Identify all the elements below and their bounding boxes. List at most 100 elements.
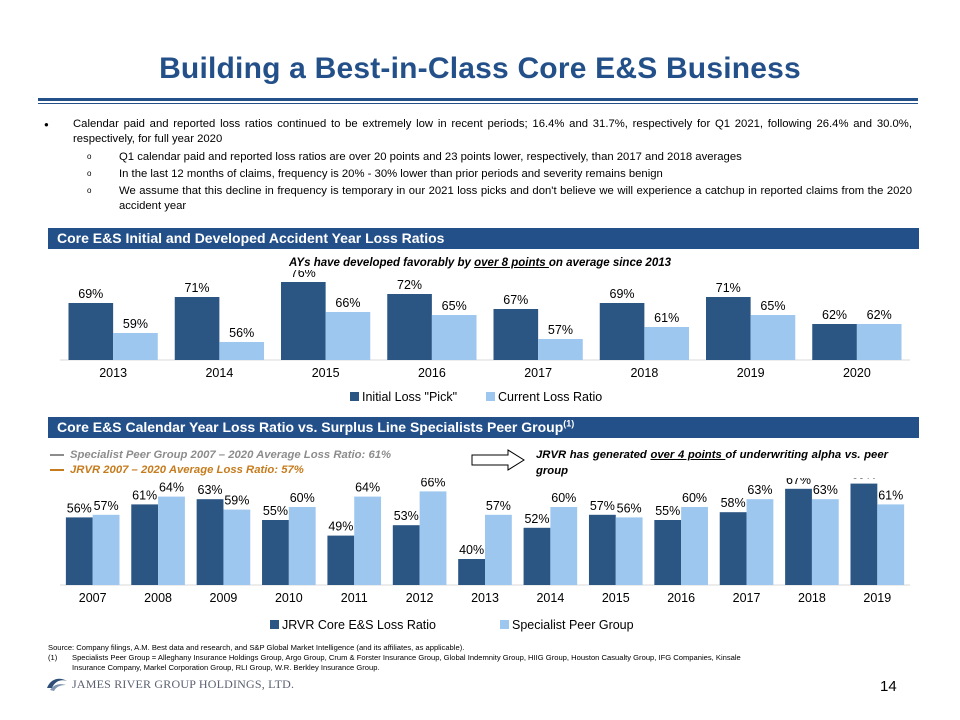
data-label-peer-2019: 61% [878, 488, 903, 502]
data-label-initial-pick-2020: 62% [822, 308, 847, 322]
data-label-jrvr-2009: 63% [198, 483, 223, 497]
bar-initial-pick-2017 [493, 309, 539, 360]
data-label-peer-2013: 57% [486, 499, 511, 513]
data-label-peer-2008: 64% [159, 481, 184, 495]
x-tick-label-2007: 2007 [79, 591, 107, 605]
bar-peer-2017 [746, 499, 774, 585]
chart-calendar-year-loss-ratio: 56% 57%200761%64%200863%59%200955%60%2010… [60, 478, 910, 632]
section2-note-underlined: over 4 points [650, 449, 726, 461]
data-label-current-2020: 62% [867, 308, 892, 322]
legend-swatch-current [486, 392, 495, 401]
section2-note: JRVR has generated over 4 points of unde… [536, 447, 888, 479]
logo-text: JAMES RIVER GROUP HOLDINGS, LTD. [72, 676, 295, 691]
data-label-jrvr-2014: 52% [524, 512, 549, 526]
data-label-initial-pick-2014: 71% [185, 281, 210, 295]
source-notes: Source: Company filings, A.M. Best data … [48, 643, 748, 673]
logo-swoosh-icon [47, 678, 67, 691]
x-tick-label-2017: 2017 [524, 366, 552, 380]
page-number: 14 [880, 678, 897, 695]
data-label-peer-2017: 63% [747, 483, 772, 497]
data-label-peer-2010: 60% [290, 491, 315, 505]
bar-peer-2013 [485, 514, 512, 585]
data-label-peer-2009: 59% [224, 494, 249, 508]
x-tick-label-2014: 2014 [205, 366, 233, 380]
x-tick-label-2009: 2009 [210, 591, 238, 605]
legend-jrvr-dash [50, 469, 64, 472]
arrow-right-icon [471, 449, 525, 471]
bar-jrvr-2018 [785, 488, 812, 585]
bar-peer-2012 [419, 491, 447, 585]
bar-peer-2019 [877, 504, 905, 585]
data-label-peer-2012: 66% [421, 478, 446, 489]
section1-note: AYs have developed favorably by over 8 p… [0, 257, 960, 269]
section2-header-text: Core E&S Calendar Year Loss Ratio vs. Su… [57, 419, 564, 435]
source-text: Source: Company filings, A.M. Best data … [48, 643, 465, 652]
bar-peer-2015 [615, 517, 643, 585]
section1-note-underlined: over 8 points [474, 257, 549, 269]
bar-peer-2009 [223, 509, 251, 585]
legend-peer-average: Specialist Peer Group 2007 – 2020 Averag… [50, 449, 391, 461]
bullet-sub-2: In the last 12 months of claims, frequen… [40, 166, 912, 182]
x-tick-label-2015: 2015 [602, 591, 630, 605]
legend-swatch-peer [500, 620, 509, 629]
legend-peer-dash [50, 454, 64, 457]
data-label-jrvr-2018: 67% [786, 478, 811, 487]
data-label-jrvr-2015: 57% [590, 499, 615, 513]
x-tick-label-2012: 2012 [406, 591, 434, 605]
bar-current-2017 [538, 339, 583, 360]
data-label-peer-2007: 57% [94, 499, 119, 513]
legend-label-current: Current Loss Ratio [498, 390, 602, 404]
bar-peer-2007 [92, 514, 120, 585]
x-tick-label-2015: 2015 [312, 366, 340, 380]
data-label-initial-pick-2018: 69% [610, 287, 635, 301]
legend-label-peer: Specialist Peer Group [512, 618, 634, 632]
chart-accident-year-loss-ratios: 69% 59% 2013 71% 56% 2014 76% 66% 2015 72% 65% 2016… [60, 270, 910, 404]
bar-current-2016 [431, 315, 477, 360]
bar-jrvr-2014 [523, 527, 551, 585]
footnote-text: Specialists Peer Group = Alleghany Insur… [72, 653, 741, 672]
data-label-jrvr-2012: 53% [394, 509, 419, 523]
bar-jrvr-2016 [654, 520, 682, 585]
data-label-initial-pick-2015: 76% [291, 270, 316, 280]
data-label-current-2015: 66% [335, 296, 360, 310]
legend-label-jrvr: JRVR Core E&S Loss Ratio [282, 618, 436, 632]
bar-initial-pick-2018 [599, 303, 645, 360]
bar-jrvr-2013 [458, 559, 485, 585]
data-label-jrvr-2008: 61% [132, 488, 157, 502]
data-label-peer-2011: 64% [355, 481, 380, 495]
data-label-current-2018: 61% [654, 311, 679, 325]
bar-jrvr-2011 [327, 535, 355, 585]
bar-initial-pick-2014 [174, 297, 220, 360]
data-label-initial-pick-2016: 72% [397, 278, 422, 292]
bar-peer-2011 [354, 496, 382, 585]
data-label-jrvr-2019: 69% [851, 478, 876, 482]
bar-current-2015 [325, 312, 371, 360]
section2-note-post: of underwriting alpha vs. peer group [536, 449, 889, 477]
bar-current-2014 [219, 342, 265, 360]
x-tick-label-2008: 2008 [144, 591, 172, 605]
legend-peer-text: Specialist Peer Group 2007 – 2020 Averag… [70, 449, 392, 461]
x-tick-label-2017: 2017 [733, 591, 761, 605]
bullet-list: Calendar paid and reported loss ratios c… [40, 117, 912, 214]
legend-swatch-jrvr [270, 620, 279, 629]
bar-jrvr-2017 [719, 512, 747, 585]
x-tick-label-2018: 2018 [798, 591, 826, 605]
legend-jrvr-text: JRVR 2007 – 2020 Average Loss Ratio: 57% [70, 464, 304, 476]
x-tick-label-2013: 2013 [99, 366, 127, 380]
data-label-jrvr-2016: 55% [655, 504, 680, 518]
bar-jrvr-2012 [392, 525, 420, 585]
bar-jrvr-2007 [65, 517, 93, 585]
x-tick-label-2011: 2011 [341, 591, 368, 605]
bar-peer-2018 [811, 499, 839, 585]
data-label-peer-2018: 63% [813, 483, 838, 497]
bar-initial-pick-2019 [706, 297, 751, 360]
data-label-jrvr-2010: 55% [263, 504, 288, 518]
data-label-peer-2015: 56% [617, 501, 642, 515]
bar-current-2018 [644, 327, 690, 360]
footnote-number: (1) [48, 653, 58, 662]
data-label-current-2014: 56% [229, 326, 254, 340]
bar-initial-pick-2013 [68, 303, 114, 360]
data-label-current-2013: 59% [123, 317, 148, 331]
data-label-initial-pick-2019: 71% [716, 281, 741, 295]
data-label-peer-2016: 60% [682, 491, 707, 505]
